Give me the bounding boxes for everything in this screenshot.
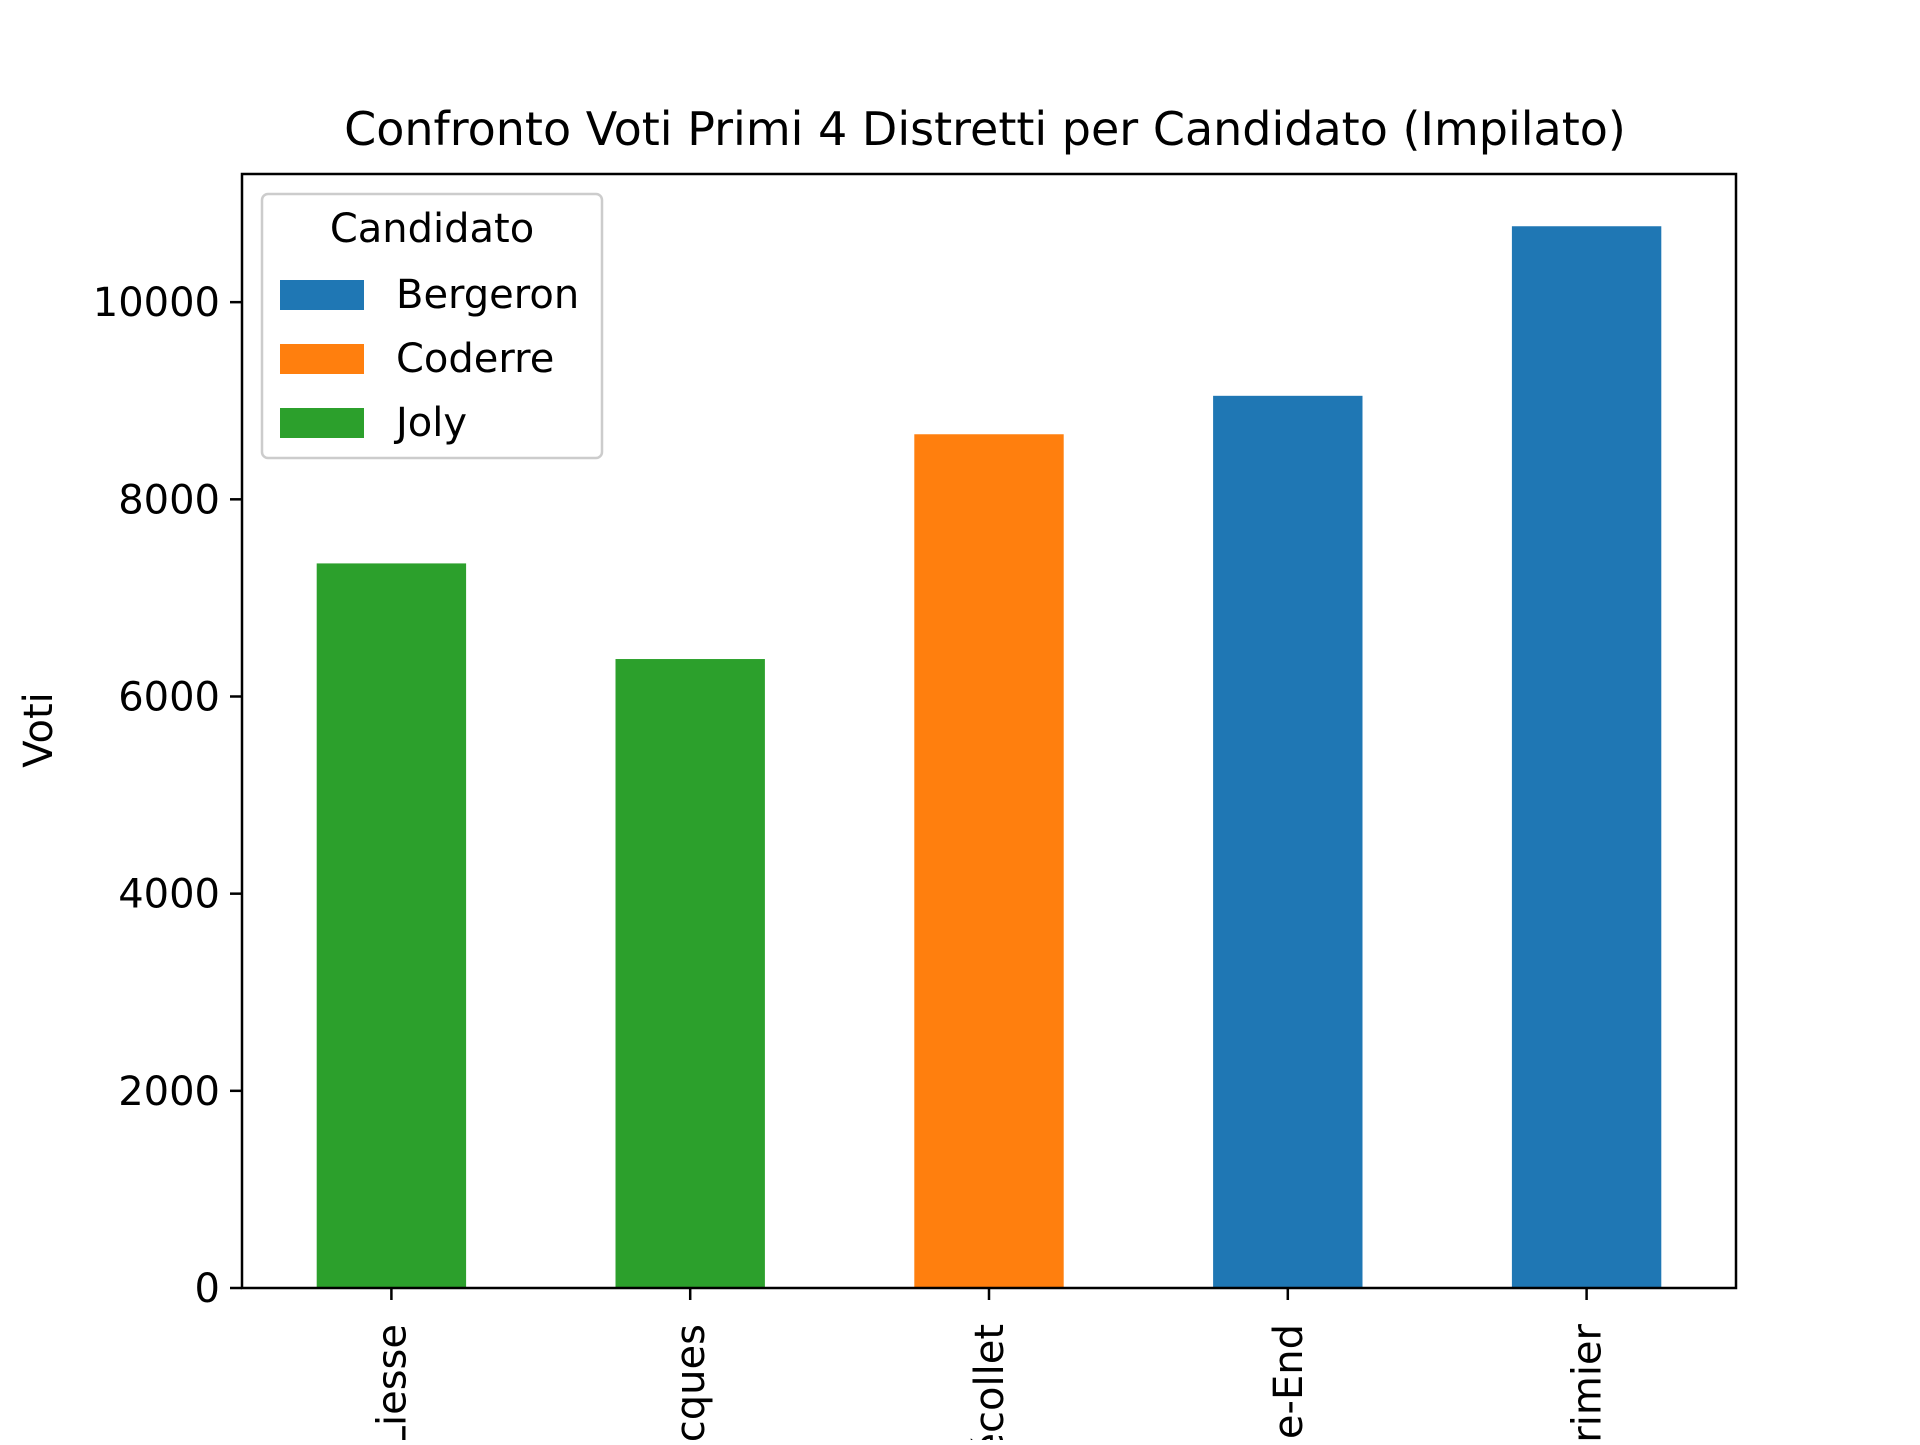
y-axis-ticks: 0 2000 4000 6000 8000 10000 [93,280,242,1312]
legend: Candidato Bergeron Coderre Joly [260,192,604,460]
x-tick-label: rimier [1565,1323,1611,1440]
x-tick-label: cques [668,1324,714,1440]
x-tick-label: écollet [967,1324,1013,1440]
x-axis-ticks: Liesse cques écollet e-End rimier [369,1288,1611,1445]
y-tick-label: 2000 [118,1069,220,1115]
chart-title: Confronto Voti Primi 4 Distretti per Can… [344,102,1626,156]
bar-coderre-2 [914,434,1064,1288]
y-tick-label: 4000 [118,872,220,918]
y-tick-label: 10000 [93,280,220,326]
bar-bergeron-4 [1511,226,1662,1289]
legend-swatch-coderre [280,344,364,374]
x-tick-label: Liesse [369,1324,415,1440]
x-tick-label: e-End [1266,1324,1312,1439]
y-tick-label: 8000 [118,477,220,523]
bar-joly-1 [615,659,765,1288]
plot-area-frame [240,172,1738,1290]
y-tick-label: 0 [195,1266,220,1312]
y-axis-label: Voti [16,692,62,768]
bar-bergeron-3 [1213,395,1363,1288]
legend-label-bergeron: Bergeron [396,272,579,318]
y-tick-label: 6000 [118,674,220,720]
legend-swatch-bergeron [280,280,364,310]
legend-swatch-joly [280,408,364,438]
legend-label-coderre: Coderre [396,336,554,382]
legend-label-joly: Joly [393,400,467,446]
bars-layer [316,226,1662,1289]
bar-joly-0 [316,563,467,1288]
legend-box [260,192,604,460]
legend-title: Candidato [330,206,534,252]
